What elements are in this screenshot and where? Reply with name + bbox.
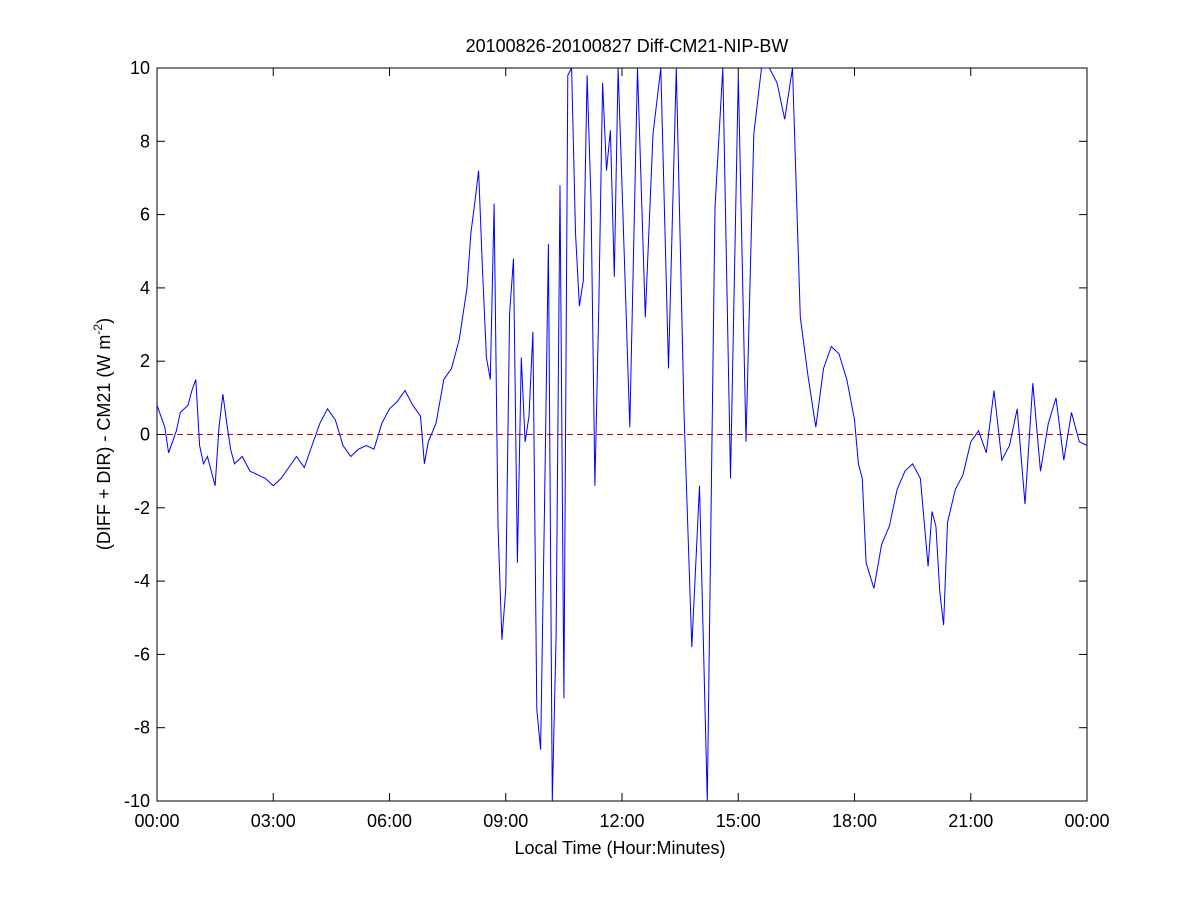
y-axis-ticks: -10 -8 -6 -4 -2 0 2 4 6 8 10 xyxy=(124,58,1087,811)
series-line-diff-cm21 xyxy=(156,67,1088,802)
chart-title: 20100826-20100827 Diff-CM21-NIP-BW xyxy=(466,36,789,56)
x-tick-label: 06:00 xyxy=(367,811,412,831)
y-tick-label: -6 xyxy=(134,644,150,664)
x-tick-label: 03:00 xyxy=(251,811,296,831)
y-tick-label: -8 xyxy=(134,718,150,738)
x-tick-label: 00:00 xyxy=(1064,811,1109,831)
x-tick-label: 18:00 xyxy=(832,811,877,831)
y-tick-label: -10 xyxy=(124,791,150,811)
y-axis-label-main: (DIFF + DIR) - CM21 (W m xyxy=(94,335,114,550)
y-axis-label: (DIFF + DIR) - CM21 (W m-2) xyxy=(91,318,114,550)
y-tick-label: 6 xyxy=(140,205,150,225)
x-tick-label: 12:00 xyxy=(599,811,644,831)
y-tick-label: 4 xyxy=(140,278,150,298)
y-tick-label: -4 xyxy=(134,571,150,591)
y-tick-label: 10 xyxy=(130,58,150,78)
x-axis-ticks: 00:00 03:00 06:00 09:00 12:00 15:00 18:00 21:00… xyxy=(134,68,1110,831)
x-tick-label: 21:00 xyxy=(948,811,993,831)
x-tick-label: 00:00 xyxy=(134,811,179,831)
y-tick-label: -2 xyxy=(134,498,150,518)
y-tick-label: 0 xyxy=(140,425,150,445)
y-axis-label-exponent: -2 xyxy=(91,324,105,335)
x-tick-label: 09:00 xyxy=(483,811,528,831)
y-tick-label: 8 xyxy=(140,131,150,151)
x-tick-label: 15:00 xyxy=(716,811,761,831)
x-axis-label: Local Time (Hour:Minutes) xyxy=(514,838,725,858)
y-axis-label-close: ) xyxy=(94,318,114,324)
y-tick-label: 2 xyxy=(140,351,150,371)
